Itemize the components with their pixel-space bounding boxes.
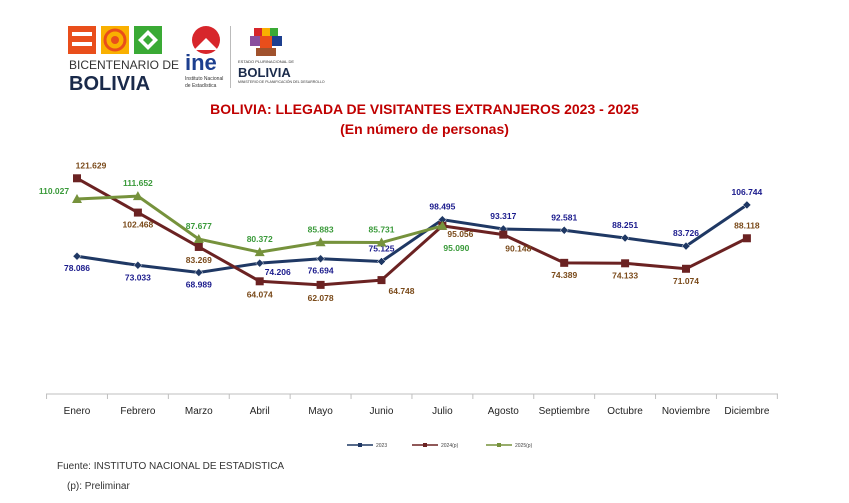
x-tick-label: Diciembre xyxy=(724,406,769,417)
svg-text:2025(p): 2025(p) xyxy=(515,443,533,449)
source-note: Fuente: INSTITUTO NACIONAL DE ESTADISTIC… xyxy=(57,461,285,472)
data-point xyxy=(437,220,448,230)
data-label: 64.748 xyxy=(389,286,415,296)
svg-text:2024(p): 2024(p) xyxy=(441,443,459,449)
data-point xyxy=(255,277,264,286)
data-label: 88.118 xyxy=(734,220,760,230)
data-label: 98.495 xyxy=(429,202,455,212)
bolivia-emblem-icon xyxy=(250,28,282,56)
data-label: 121.629 xyxy=(76,160,107,170)
estado-line1: ESTADO PLURINACIONAL DE xyxy=(238,59,295,64)
data-label: 78.086 xyxy=(64,263,90,273)
data-label: 64.074 xyxy=(247,289,273,299)
data-label: 93.317 xyxy=(490,211,516,221)
data-point xyxy=(133,260,143,270)
x-tick-label: Julio xyxy=(432,406,453,417)
data-point xyxy=(681,241,691,251)
data-point xyxy=(559,225,569,235)
data-point xyxy=(620,233,630,243)
ine-logo-icon xyxy=(192,26,220,54)
data-label: 85.883 xyxy=(308,224,334,234)
legend-item: 2023 xyxy=(347,443,387,449)
data-point xyxy=(193,234,204,244)
x-tick-label: Marzo xyxy=(185,406,213,417)
data-point xyxy=(194,242,203,251)
svg-text:2023: 2023 xyxy=(376,443,387,449)
data-label: 90.148 xyxy=(505,244,531,254)
ine-sub1: Instituto Nacional xyxy=(185,76,224,82)
preliminary-note: (p): Preliminar xyxy=(67,481,130,492)
data-label: 73.033 xyxy=(125,272,151,282)
data-label: 95.056 xyxy=(447,229,473,239)
data-point xyxy=(133,208,142,217)
logo-divider xyxy=(230,26,231,88)
data-point xyxy=(377,257,386,266)
data-point xyxy=(377,276,386,285)
estado-line3: MINISTERIO DE PLANIFICACIÓN DEL DESARROL… xyxy=(238,80,325,84)
estado-line2: BOLIVIA xyxy=(238,65,291,80)
legend-item: 2024(p) xyxy=(412,443,459,449)
data-point xyxy=(742,234,751,243)
data-point xyxy=(376,237,387,247)
data-label: 92.581 xyxy=(551,212,577,222)
series-line-2023 xyxy=(76,203,748,275)
data-point xyxy=(194,268,204,277)
data-label: 110.027 xyxy=(39,186,70,196)
data-label: 74.206 xyxy=(265,267,291,277)
data-label: 76.694 xyxy=(308,266,334,276)
bicentenario-line1: BICENTENARIO DE xyxy=(69,58,180,72)
data-label: 106.744 xyxy=(732,187,763,197)
data-label: 62.078 xyxy=(308,293,334,303)
data-point xyxy=(316,280,325,289)
ine-sub2: de Estadística xyxy=(185,83,217,89)
data-label: 75.125 xyxy=(369,244,395,254)
bicentenario-logo-icon xyxy=(68,26,162,54)
data-label: 68.989 xyxy=(186,280,212,290)
data-point xyxy=(72,251,82,261)
data-point xyxy=(560,258,569,267)
data-label: 71.074 xyxy=(673,276,699,286)
legend-item: 2025(p) xyxy=(486,443,533,449)
data-point xyxy=(742,200,752,210)
data-label: 95.090 xyxy=(443,243,469,253)
data-point xyxy=(682,264,690,273)
data-label: 85.731 xyxy=(369,225,395,235)
data-point xyxy=(499,230,508,239)
x-tick-label: Septiembre xyxy=(539,406,591,417)
data-point xyxy=(315,237,326,247)
chart-title: BOLIVIA: LLEGADA DE VISITANTES EXTRANJER… xyxy=(210,101,639,117)
data-label: 111.652 xyxy=(123,178,153,188)
data-label: 87.677 xyxy=(186,221,212,231)
x-tick-label: Noviembre xyxy=(662,406,711,417)
data-label: 83.726 xyxy=(673,228,699,238)
data-point xyxy=(73,174,81,183)
data-label: 88.251 xyxy=(612,220,638,230)
data-label: 74.133 xyxy=(612,270,638,280)
data-point xyxy=(621,259,630,268)
ine-logo-text: ine xyxy=(185,50,217,75)
x-tick-label: Abril xyxy=(250,406,270,417)
x-tick-label: Mayo xyxy=(308,406,333,417)
data-point xyxy=(316,254,325,264)
data-label: 102.468 xyxy=(123,220,154,230)
bicentenario-line2: BOLIVIA xyxy=(69,73,151,95)
data-point xyxy=(132,191,143,201)
x-tick-label: Agosto xyxy=(488,406,520,417)
x-tick-label: Febrero xyxy=(120,406,155,417)
data-point xyxy=(255,258,265,268)
data-point xyxy=(254,247,265,257)
x-tick-label: Junio xyxy=(370,406,394,417)
data-label: 83.269 xyxy=(186,255,212,265)
x-tick-label: Enero xyxy=(64,406,91,417)
data-label: 74.389 xyxy=(551,270,577,280)
data-label: 80.372 xyxy=(247,234,273,244)
series-line-2024(p) xyxy=(76,176,748,287)
x-tick-label: Octubre xyxy=(607,406,643,417)
data-point xyxy=(72,194,82,204)
chart-subtitle: (En número de personas) xyxy=(340,121,509,137)
